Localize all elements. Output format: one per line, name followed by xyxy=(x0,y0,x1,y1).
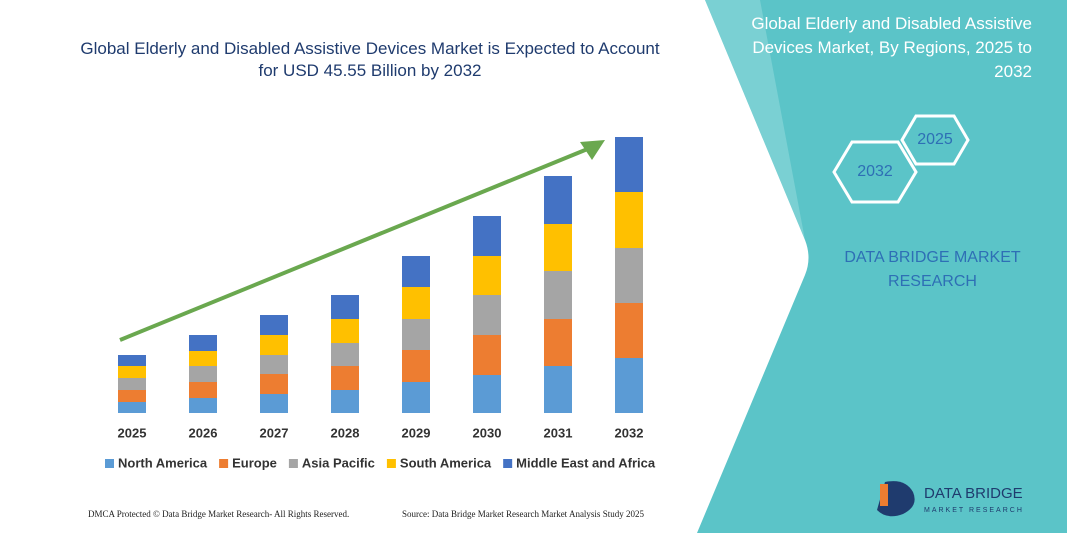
bar-segment xyxy=(260,374,288,394)
bar-segment xyxy=(118,355,146,366)
footer-right: Source: Data Bridge Market Research Mark… xyxy=(402,509,644,519)
x-tick-label: 2032 xyxy=(615,425,644,440)
bar-segment xyxy=(189,351,217,366)
logo-name: DATA BRIDGE xyxy=(924,485,1023,502)
bar-segment xyxy=(331,366,359,390)
trend-arrow xyxy=(119,146,591,342)
x-tick-label: 2031 xyxy=(544,425,573,440)
hexagon xyxy=(900,114,970,166)
legend-label: Europe xyxy=(232,455,277,470)
x-tick-label: 2029 xyxy=(402,425,431,440)
bar-segment xyxy=(615,248,643,303)
bar-segment xyxy=(615,358,643,413)
bar-segment xyxy=(118,366,146,378)
bar-segment xyxy=(473,375,501,413)
x-tick-label: 2027 xyxy=(260,425,289,440)
bar-segment xyxy=(544,271,572,319)
brand: DATA BRIDGE MARKET RESEARCH xyxy=(844,249,1021,290)
legend-swatch xyxy=(288,459,298,468)
x-tick-label: 2028 xyxy=(331,425,360,440)
hexagon-label: 2025 xyxy=(917,131,953,148)
bar-segment xyxy=(402,350,430,382)
panel-title: Global Elderly and Disabled Assistive De… xyxy=(751,14,1032,81)
bar-segment xyxy=(189,366,217,382)
panel-shade xyxy=(705,0,805,240)
bar-segment xyxy=(544,366,572,413)
bar-segment xyxy=(260,394,288,413)
legend-swatch xyxy=(105,459,114,468)
trend-arrowhead xyxy=(580,140,605,160)
bar-segment xyxy=(402,256,430,287)
bar-segment xyxy=(189,398,217,413)
bar-segment xyxy=(473,295,501,335)
bar-segment xyxy=(189,335,217,351)
bar-segment xyxy=(473,335,501,375)
bar-segment xyxy=(544,319,572,366)
bar-segment xyxy=(402,319,430,350)
bar-segment xyxy=(615,303,643,358)
legend-swatch xyxy=(219,459,229,468)
bar-segment xyxy=(260,335,288,355)
chart-title: Global Elderly and Disabled Assistive De… xyxy=(80,39,660,80)
x-tick-label: 2025 xyxy=(118,425,147,440)
x-tick-label: 2026 xyxy=(189,425,218,440)
bar-segment xyxy=(189,382,217,398)
bar-segment xyxy=(473,256,501,295)
bar-segment xyxy=(118,378,146,390)
footer-left: DMCA Protected © Data Bridge Market Rese… xyxy=(88,509,350,519)
legend-label: Asia Pacific xyxy=(302,455,375,470)
bar-segment xyxy=(473,216,501,256)
bar-segment xyxy=(402,382,430,413)
x-tick-label: 2030 xyxy=(473,425,502,440)
bar-segment xyxy=(331,319,359,343)
logo-mark xyxy=(880,484,888,506)
legend-label: North America xyxy=(118,455,208,470)
bar-segment xyxy=(544,224,572,271)
bar-segment xyxy=(615,137,643,192)
bar-segment xyxy=(331,390,359,413)
bar-segment xyxy=(118,402,146,413)
bar-segment xyxy=(118,390,146,402)
side-panel xyxy=(697,0,1067,533)
bar-segment xyxy=(331,295,359,319)
bar-segment xyxy=(402,287,430,319)
bar-segment xyxy=(544,176,572,224)
legend-swatch xyxy=(386,459,396,468)
legend-swatch xyxy=(503,459,513,468)
legend-label: Middle East and Africa xyxy=(516,455,656,470)
hexagon xyxy=(832,140,918,204)
legend-label: South America xyxy=(400,455,492,470)
bar-segment xyxy=(260,355,288,374)
logo-tagline: MARKET RESEARCH xyxy=(924,507,1024,514)
bar-segment xyxy=(260,315,288,335)
plot: 2025 2026 2027 2028 2029 2030 2031 2032 North Am… xyxy=(105,137,656,470)
bar-segment xyxy=(615,192,643,248)
hexagon-label: 2032 xyxy=(857,163,893,180)
bar-segment xyxy=(331,343,359,366)
